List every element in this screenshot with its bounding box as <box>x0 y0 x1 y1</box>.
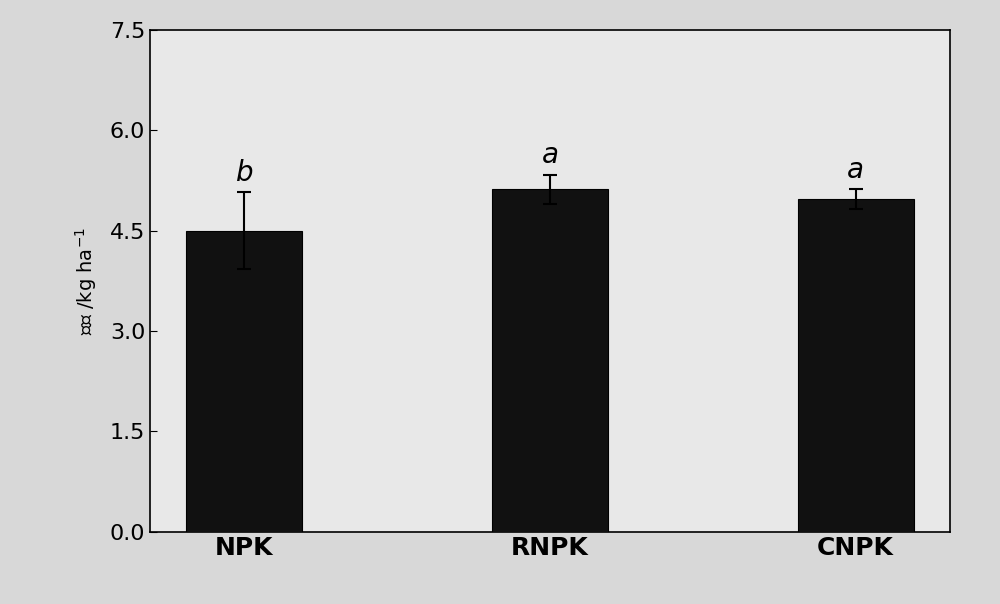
Text: a: a <box>541 141 558 169</box>
Text: a: a <box>847 156 864 184</box>
Bar <box>186 231 302 532</box>
Bar <box>798 199 914 532</box>
Y-axis label: 产量 /kg ha$^{-1}$: 产量 /kg ha$^{-1}$ <box>73 227 99 335</box>
Text: b: b <box>236 159 253 187</box>
Bar <box>492 189 608 532</box>
